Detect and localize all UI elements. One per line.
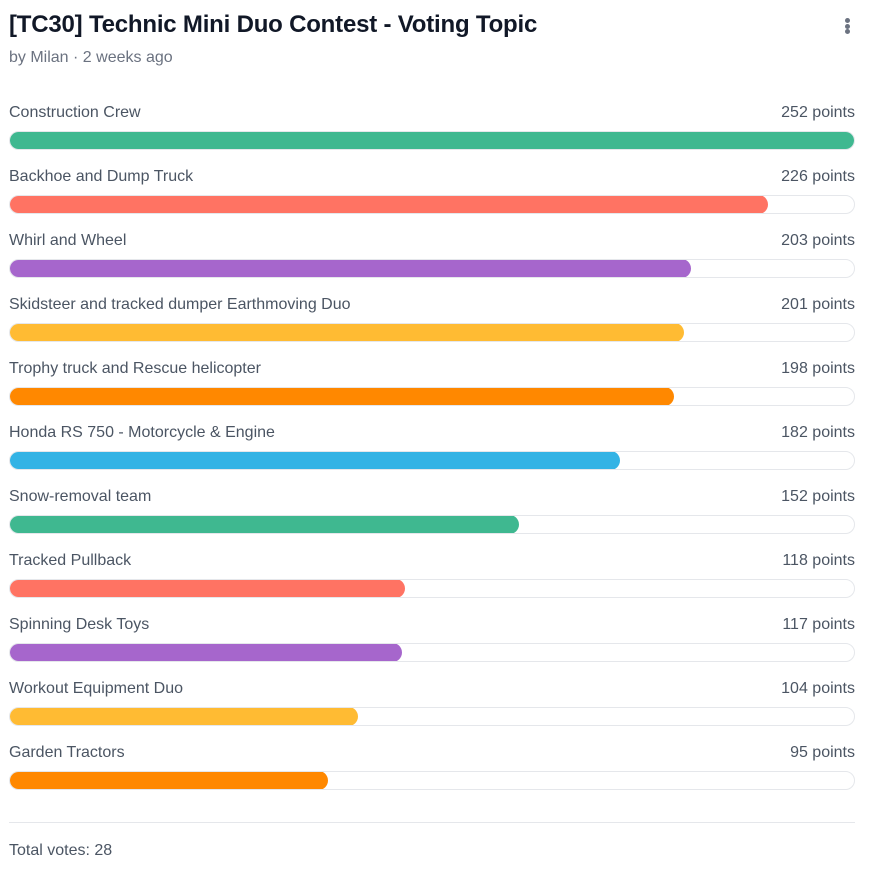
progress-fill (10, 580, 406, 597)
option-label: Trophy truck and Rescue helicopter (9, 360, 261, 377)
menu-dot (844, 29, 850, 34)
poll-option: Garden Tractors 95 points (9, 744, 855, 808)
progress-fill (10, 452, 620, 469)
progress-track (9, 643, 855, 662)
progress-fill (10, 196, 768, 213)
progress-track (9, 131, 855, 150)
poll-option: Backhoe and Dump Truck 226 points (9, 168, 855, 232)
progress-fill (10, 260, 691, 277)
option-points: 226 points (781, 168, 855, 185)
progress-fill (10, 388, 674, 405)
progress-track (9, 195, 855, 214)
option-label: Workout Equipment Duo (9, 680, 184, 697)
option-points: 198 points (781, 360, 855, 377)
progress-track (9, 387, 855, 406)
progress-track (9, 259, 855, 278)
option-header: Honda RS 750 - Motorcycle & Engine 182 po… (9, 424, 855, 447)
option-header: Spinning Desk Toys 117 points (9, 616, 855, 639)
progress-track (9, 515, 855, 534)
poll-option: Spinning Desk Toys 117 points (9, 616, 855, 680)
option-points: 201 points (781, 296, 855, 313)
option-label: Skidsteer and tracked dumper Earthmoving… (9, 296, 351, 313)
option-points: 117 points (782, 616, 855, 633)
poll-option: Trophy truck and Rescue helicopter 198 po… (9, 360, 855, 424)
progress-fill (10, 772, 328, 789)
option-header: Whirl and Wheel 203 points (9, 232, 855, 255)
option-header: Workout Equipment Duo 104 points (9, 680, 855, 703)
menu-dot (844, 23, 850, 29)
progress-track (9, 323, 855, 342)
option-header: Garden Tractors 95 points (9, 744, 855, 767)
more-vertical-icon[interactable] (838, 15, 856, 37)
option-points: 152 points (781, 488, 855, 505)
option-label: Spinning Desk Toys (9, 616, 150, 633)
progress-fill (10, 516, 520, 533)
option-points: 203 points (781, 232, 855, 249)
menu-dot (844, 18, 850, 23)
option-points: 95 points (790, 744, 855, 761)
poll-title: [TC30] Technic Mini Duo Contest - Voting… (9, 11, 538, 38)
total-votes: Total votes: 28 (9, 842, 113, 859)
progress-fill (10, 644, 402, 661)
option-points: 182 points (781, 424, 855, 441)
option-header: Backhoe and Dump Truck 226 points (9, 168, 855, 191)
poll-meta: by Milan · 2 weeks ago (9, 49, 173, 66)
option-label: Tracked Pullback (9, 552, 132, 569)
poll-option: Snow-removal team 152 points (9, 488, 855, 552)
progress-fill (10, 708, 359, 725)
option-label: Whirl and Wheel (9, 232, 127, 249)
progress-track (9, 707, 855, 726)
progress-track (9, 771, 855, 790)
option-header: Trophy truck and Rescue helicopter 198 po… (9, 360, 855, 383)
option-label: Construction Crew (9, 104, 141, 121)
option-points: 118 points (782, 552, 855, 569)
option-label: Backhoe and Dump Truck (9, 168, 194, 185)
option-points: 252 points (781, 104, 855, 121)
option-label: Honda RS 750 - Motorcycle & Engine (9, 424, 275, 441)
option-points: 104 points (781, 680, 855, 697)
option-header: Tracked Pullback 118 points (9, 552, 855, 575)
progress-track (9, 451, 855, 470)
divider (9, 822, 855, 823)
poll-options: Construction Crew 252 points Backhoe and D… (9, 104, 855, 808)
progress-track (9, 579, 855, 598)
poll-option: Construction Crew 252 points (9, 104, 855, 168)
poll-option: Honda RS 750 - Motorcycle & Engine 182 po… (9, 424, 855, 488)
poll-option: Workout Equipment Duo 104 points (9, 680, 855, 744)
option-label: Garden Tractors (9, 744, 125, 761)
option-header: Construction Crew 252 points (9, 104, 855, 127)
option-header: Skidsteer and tracked dumper Earthmoving… (9, 296, 855, 319)
poll-option: Whirl and Wheel 203 points (9, 232, 855, 296)
option-header: Snow-removal team 152 points (9, 488, 855, 511)
poll-option: Tracked Pullback 118 points (9, 552, 855, 616)
option-label: Snow-removal team (9, 488, 152, 505)
poll-option: Skidsteer and tracked dumper Earthmoving… (9, 296, 855, 360)
progress-fill (10, 324, 684, 341)
progress-fill (10, 132, 854, 149)
